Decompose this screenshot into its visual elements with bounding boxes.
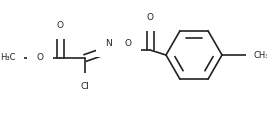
Text: N: N [105,39,111,48]
Text: O: O [147,13,154,22]
Text: O: O [37,53,44,62]
Text: O: O [124,39,132,48]
Text: H₃C: H₃C [1,53,16,62]
Text: CH₃: CH₃ [254,51,267,60]
Text: O: O [57,21,64,30]
Text: Cl: Cl [81,82,89,91]
